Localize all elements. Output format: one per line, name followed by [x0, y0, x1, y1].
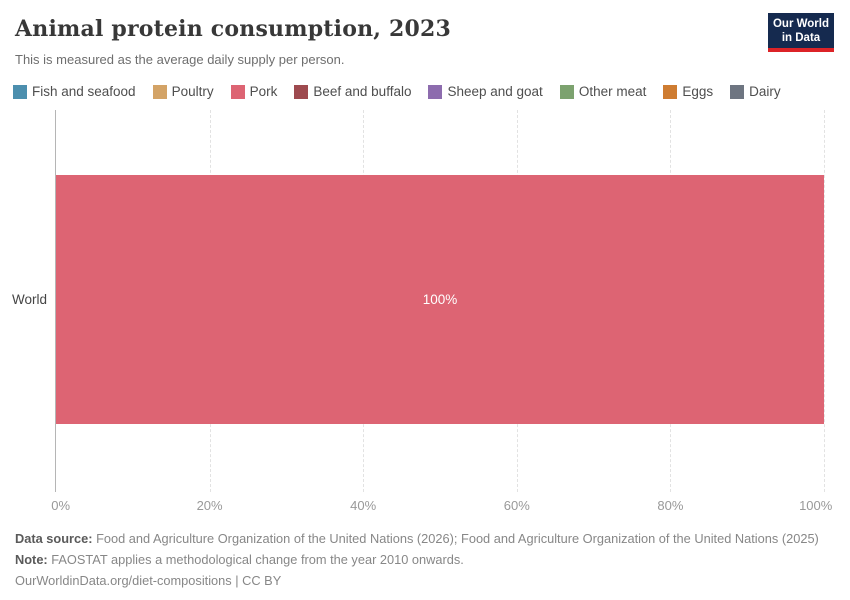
x-tick-20: 20%: [196, 498, 223, 513]
legend-item-eggs[interactable]: Eggs: [663, 84, 713, 99]
page-title: Animal protein consumption, 2023: [15, 16, 452, 42]
legend-item-poultry[interactable]: Poultry: [152, 84, 214, 99]
legend-label: Fish and seafood: [32, 84, 136, 99]
legend-item-other-meat[interactable]: Other meat: [559, 84, 647, 99]
owid-logo-line2: in Data: [781, 32, 821, 44]
legend-item-sheep-and-goat[interactable]: Sheep and goat: [428, 84, 543, 99]
legend-label: Pork: [249, 84, 278, 99]
legend-swatch-icon: [559, 84, 574, 99]
legend-label: Poultry: [171, 84, 214, 99]
x-tick-100: 100%: [799, 498, 833, 513]
x-tick-40: 40%: [350, 498, 377, 513]
data-source-label: Data source:: [15, 531, 93, 546]
plot-area: 100% 0% 20% 40% 60% 80% 100%: [51, 110, 832, 513]
note-label: Note:: [15, 552, 48, 567]
owid-logo-text: Our World in Data: [768, 13, 834, 48]
legend-item-fish-and-seafood[interactable]: Fish and seafood: [13, 84, 136, 99]
legend-label: Eggs: [682, 84, 714, 99]
x-tick-60: 60%: [503, 498, 530, 513]
x-tick-0: 0%: [51, 498, 71, 513]
legend-label: Dairy: [749, 84, 781, 99]
chart-footer: Data source: Food and Agriculture Organi…: [15, 528, 835, 591]
legend-swatch-icon: [152, 84, 167, 99]
x-tick-80: 80%: [657, 498, 684, 513]
gridline-100: [824, 110, 825, 492]
legend-label: Beef and buffalo: [313, 84, 412, 99]
legend-swatch-icon: [663, 84, 678, 99]
note-line: Note: FAOSTAT applies a methodological c…: [15, 549, 835, 570]
chart-subtitle: This is measured as the average daily su…: [15, 52, 345, 67]
legend-item-dairy[interactable]: Dairy: [730, 84, 781, 99]
chart-legend: Fish and seafood Poultry Pork Beef and b…: [13, 84, 781, 99]
legend-swatch-icon: [13, 84, 27, 99]
bar-value-label: 100%: [422, 292, 458, 307]
bar-world-pork[interactable]: 100%: [56, 175, 824, 424]
legend-label: Other meat: [578, 84, 647, 99]
legend-swatch-icon: [730, 84, 745, 99]
note-text: FAOSTAT applies a methodological change …: [47, 552, 464, 567]
owid-logo-line1: Our World: [772, 18, 829, 30]
legend-item-beef-and-buffalo[interactable]: Beef and buffalo: [294, 84, 411, 99]
legend-swatch-icon: [294, 84, 309, 99]
owid-logo[interactable]: Our World in Data: [768, 13, 834, 52]
owid-logo-stripe: [768, 48, 834, 52]
legend-swatch-icon: [230, 84, 245, 99]
legend-label: Sheep and goat: [447, 84, 543, 99]
y-axis-label-world: World: [11, 292, 47, 307]
owid-url-link[interactable]: OurWorldinData.org/diet-compositions | C…: [15, 573, 282, 588]
data-source-text: Food and Agriculture Organization of the…: [92, 531, 819, 546]
data-source-line: Data source: Food and Agriculture Organi…: [15, 528, 835, 549]
legend-swatch-icon: [428, 84, 443, 99]
legend-item-pork[interactable]: Pork: [230, 84, 278, 99]
